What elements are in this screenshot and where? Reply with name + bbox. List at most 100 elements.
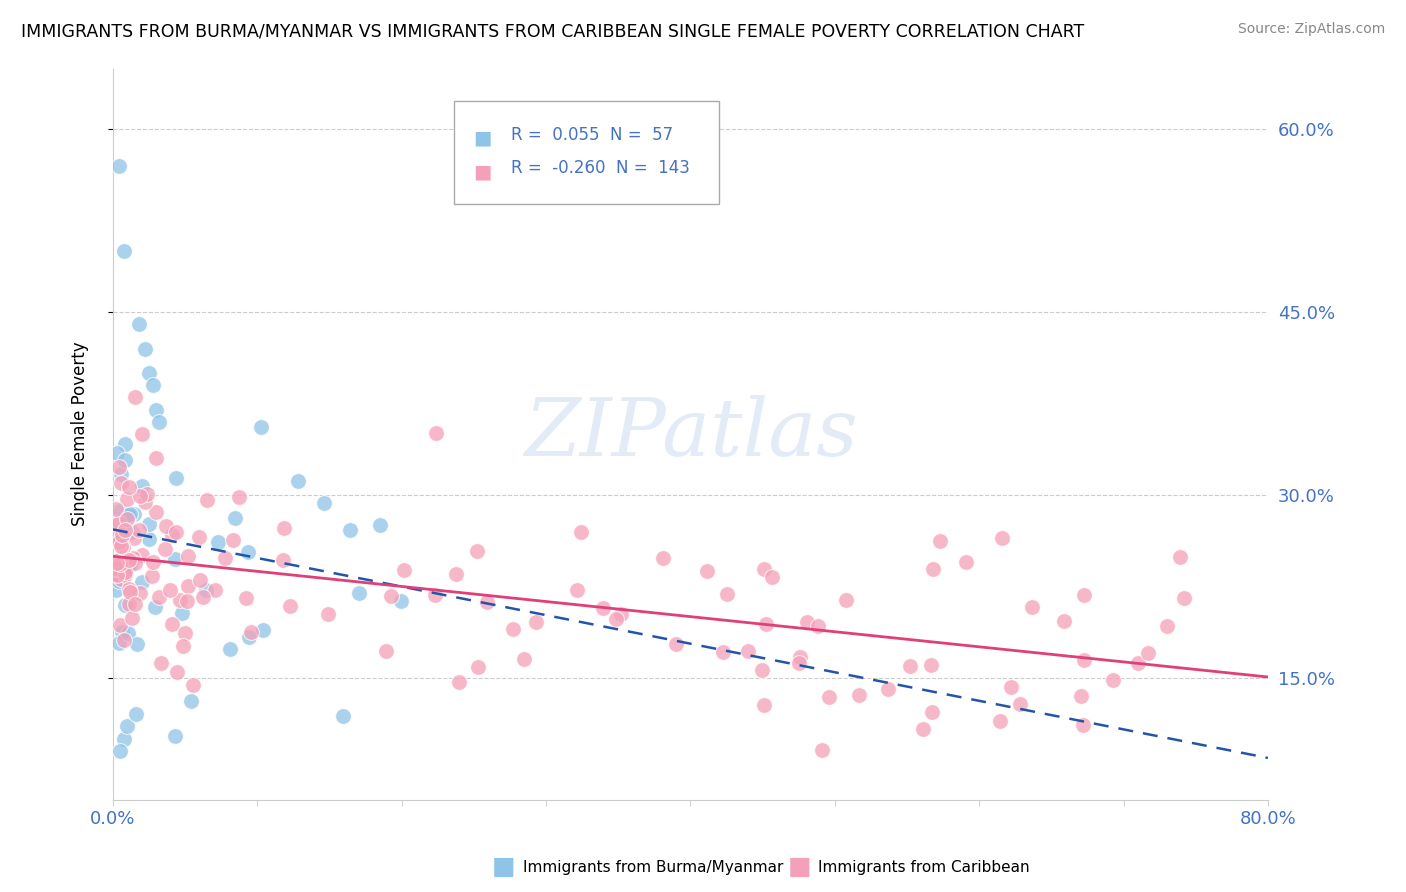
Point: [1073, 588, 1095, 602]
Point: [135, 487, 157, 501]
Point: [605, 612, 627, 626]
Point: [124, 597, 146, 611]
Point: [287, 475, 309, 489]
Point: [877, 682, 900, 697]
Point: [114, 523, 136, 537]
Point: [1073, 653, 1095, 667]
Point: [166, 665, 188, 679]
Point: [111, 528, 134, 542]
Point: [153, 541, 176, 556]
Point: [108, 744, 131, 758]
Point: [222, 533, 245, 547]
Point: [920, 657, 942, 672]
Point: [112, 632, 135, 647]
Point: [145, 402, 167, 417]
Point: [807, 619, 830, 633]
Point: [592, 601, 614, 615]
Point: [125, 637, 148, 651]
Point: [118, 553, 141, 567]
Point: [374, 644, 396, 658]
Point: [188, 530, 211, 544]
Point: [104, 566, 127, 580]
Point: [108, 534, 131, 549]
Point: [172, 607, 194, 621]
Text: Immigrants from Caribbean: Immigrants from Caribbean: [818, 860, 1031, 874]
Point: [114, 568, 136, 582]
Point: [929, 534, 952, 549]
Point: [138, 516, 160, 531]
Point: [110, 530, 132, 544]
Point: [162, 527, 184, 541]
Point: [122, 551, 145, 566]
Point: [145, 451, 167, 466]
Point: [193, 591, 215, 605]
Point: [380, 589, 402, 603]
Point: [131, 427, 153, 442]
Point: [711, 645, 734, 659]
Point: [129, 489, 152, 503]
Point: [271, 552, 294, 566]
Point: [1156, 619, 1178, 633]
Point: [118, 584, 141, 599]
Point: [134, 342, 156, 356]
Point: [1070, 689, 1092, 703]
Point: [118, 582, 141, 596]
Point: [110, 467, 132, 481]
Point: [115, 511, 138, 525]
Point: [467, 660, 489, 674]
Point: [104, 567, 127, 582]
Point: [138, 532, 160, 546]
Point: [228, 490, 250, 504]
Point: [108, 503, 131, 517]
Y-axis label: Single Female Poverty: Single Female Poverty: [72, 342, 89, 526]
Point: [569, 525, 592, 540]
Point: [177, 549, 200, 563]
Point: [108, 460, 131, 475]
Point: [142, 555, 165, 569]
Point: [122, 507, 145, 521]
Point: [110, 539, 132, 553]
Point: [761, 570, 783, 584]
Point: [111, 540, 134, 554]
Point: [110, 475, 132, 490]
Point: [512, 652, 534, 666]
Point: [110, 572, 132, 586]
Point: [108, 618, 131, 632]
Point: [108, 557, 131, 571]
Point: [314, 495, 336, 509]
Text: Immigrants from Burma/Myanmar: Immigrants from Burma/Myanmar: [523, 860, 783, 874]
Point: [131, 479, 153, 493]
Point: [1008, 697, 1031, 711]
Point: [165, 471, 187, 485]
Point: [118, 597, 141, 611]
Point: [104, 583, 127, 598]
Point: [391, 594, 413, 608]
Point: [239, 625, 262, 640]
Point: [162, 617, 184, 632]
Point: [104, 517, 127, 532]
Text: ■: ■: [474, 128, 492, 147]
Point: [107, 516, 129, 530]
Point: [114, 452, 136, 467]
Point: [988, 714, 1011, 728]
Point: [124, 556, 146, 570]
Point: [105, 556, 128, 570]
Point: [131, 575, 153, 590]
Point: [121, 611, 143, 625]
Point: [181, 678, 204, 692]
Point: [955, 555, 977, 569]
Point: [834, 592, 856, 607]
Point: [238, 544, 260, 558]
Point: [737, 643, 759, 657]
Point: [1137, 646, 1160, 660]
Point: [224, 511, 246, 525]
Point: [134, 495, 156, 509]
Point: [787, 656, 810, 670]
Point: [117, 719, 139, 733]
Point: [848, 688, 870, 702]
Point: [104, 562, 127, 576]
Point: [339, 524, 361, 538]
Point: [148, 415, 170, 429]
Point: [104, 554, 127, 568]
Point: [752, 698, 775, 713]
